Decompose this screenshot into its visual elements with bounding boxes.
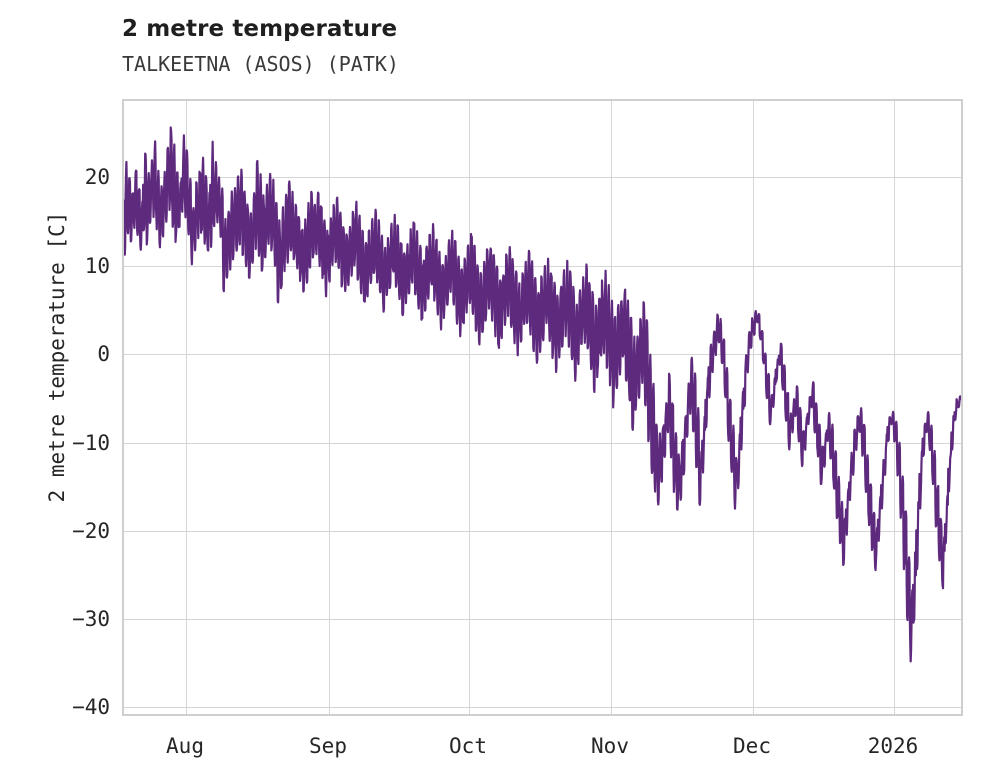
y-tick-20: 20 [84, 165, 110, 189]
y-axis-tick-labels: 20 10 0 −10 −20 −30 −40 [2, 0, 110, 782]
gridline-y-20 [124, 177, 961, 178]
page-title: 2 metre temperature [122, 16, 398, 42]
x-tick-nov: Nov [591, 734, 629, 758]
x-axis-tick-labels: Aug Sep Oct Nov Dec 2026 [0, 734, 981, 768]
gridline-y-neg10 [124, 443, 961, 444]
gridline-x-nov [611, 101, 612, 714]
x-tick-aug: Aug [166, 734, 204, 758]
x-tick-sep: Sep [309, 734, 347, 758]
y-tick-neg40: −40 [72, 695, 110, 719]
plot-area [122, 99, 963, 716]
gridline-x-aug [186, 101, 187, 714]
temperature-series [124, 126, 961, 663]
x-tick-oct: Oct [449, 734, 487, 758]
y-tick-10: 10 [84, 254, 110, 278]
gridline-x-dec [753, 101, 754, 714]
gridline-y-neg20 [124, 531, 961, 532]
y-tick-neg20: −20 [72, 519, 110, 543]
x-tick-2026: 2026 [867, 734, 919, 758]
x-tick-dec: Dec [733, 734, 771, 758]
gridline-x-2026 [894, 101, 895, 714]
gridline-x-sep [329, 101, 330, 714]
gridline-y-10 [124, 266, 961, 267]
gridline-y-0 [124, 354, 961, 355]
y-tick-0: 0 [97, 342, 110, 366]
gridline-y-neg30 [124, 619, 961, 620]
chart-subtitle: TALKEETNA (ASOS) (PATK) [122, 52, 399, 76]
y-tick-neg10: −10 [72, 431, 110, 455]
gridline-x-oct [469, 101, 470, 714]
gridline-y-neg40 [124, 707, 961, 708]
y-tick-neg30: −30 [72, 607, 110, 631]
